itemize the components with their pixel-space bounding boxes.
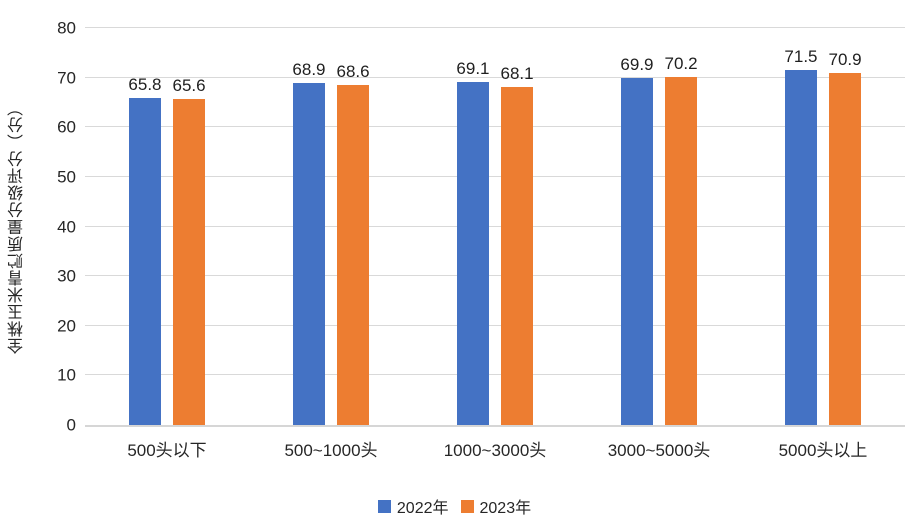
y-tick-label: 50 [57, 167, 76, 187]
x-axis-label: 1000~3000头 [443, 441, 547, 460]
data-label: 69.1 [456, 59, 490, 79]
bar-2023年 [337, 84, 370, 425]
y-axis-title: 全株玉米青贮质量分级评分（分） [9, 99, 26, 354]
gridline [85, 76, 905, 78]
x-axis-labels: 500头以下 500~1000头 1000~3000头 3000~5000头 5000头… [85, 436, 905, 461]
bar-groups: 65.8 65.6 68.9 68.6 69.1 68.1 69.9 70.2 71.5 70.9 [85, 28, 905, 425]
x-axis-label: 3000~5000头 [607, 441, 711, 460]
gridline [85, 175, 905, 177]
y-tick-label: 20 [57, 316, 76, 336]
legend-item: 2023年 [460, 494, 532, 518]
bar-2022年 [292, 83, 325, 425]
y-tick-label: 70 [57, 68, 76, 88]
x-axis-label: 500头以下 [127, 441, 207, 460]
bar-column: 68.9 [292, 60, 326, 425]
bar-group: 68.9 68.6 [249, 28, 413, 425]
gridline [85, 374, 905, 376]
bar-group: 69.9 70.2 [577, 28, 741, 425]
bar-2022年 [456, 82, 489, 425]
bar-column: 65.6 [173, 77, 206, 425]
data-label: 65.6 [172, 76, 206, 96]
bar-2022年 [784, 70, 817, 425]
legend-label: 2023年 [479, 500, 532, 517]
bar-column: 70.9 [829, 51, 862, 425]
bar-column: 68.1 [501, 65, 534, 425]
bar-group: 71.5 70.9 [741, 28, 905, 425]
data-label: 68.1 [500, 64, 534, 84]
legend: 2022年 2023年 [0, 494, 909, 518]
y-tick-label: 40 [57, 217, 76, 236]
data-label: 69.9 [620, 55, 654, 75]
x-axis-label: 500~1000头 [284, 441, 378, 460]
gridline [85, 225, 905, 227]
data-label: 70.9 [828, 50, 862, 70]
plot-area: 65.8 65.6 68.9 68.6 69.1 68.1 69.9 70.2 71.5 70.9 [85, 27, 905, 427]
data-label: 65.8 [128, 75, 162, 95]
bar-column: 65.8 [128, 75, 162, 425]
legend-item: 2022年 [377, 494, 449, 518]
bar-2022年 [620, 78, 653, 425]
legend-swatch [460, 499, 474, 513]
bar-column: 69.1 [456, 59, 490, 425]
bar-column: 70.2 [665, 55, 698, 425]
legend-label: 2022年 [396, 500, 449, 517]
data-label: 70.2 [664, 53, 698, 73]
gridline [85, 126, 905, 128]
data-label: 68.6 [336, 61, 370, 81]
bar-2023年 [173, 99, 206, 425]
bar-column: 71.5 [784, 47, 818, 425]
bar-column: 69.9 [620, 55, 654, 425]
bar-2023年 [829, 73, 862, 425]
y-tick-label: 0 [66, 415, 76, 435]
gridline [85, 27, 905, 28]
legend-swatch [377, 499, 391, 513]
bar-column: 68.6 [337, 63, 370, 425]
gridline [85, 324, 905, 326]
y-tick-label: 10 [57, 365, 76, 385]
bar-group: 69.1 68.1 [413, 28, 577, 425]
y-tick-label: 80 [57, 18, 76, 38]
x-axis-label: 5000头以上 [778, 441, 868, 460]
y-axis-ticks: 0 10 20 30 40 50 60 70 80 [36, 20, 76, 434]
y-tick-label: 30 [57, 266, 76, 286]
bar-2023年 [665, 76, 698, 425]
gridline [85, 275, 905, 277]
data-label: 68.9 [292, 60, 326, 80]
bar-2023年 [501, 87, 534, 425]
x-axis-line [85, 425, 905, 427]
y-tick-label: 60 [57, 117, 76, 137]
data-label: 71.5 [784, 47, 818, 67]
bar-2022年 [128, 98, 161, 425]
bar-group: 65.8 65.6 [85, 28, 249, 425]
